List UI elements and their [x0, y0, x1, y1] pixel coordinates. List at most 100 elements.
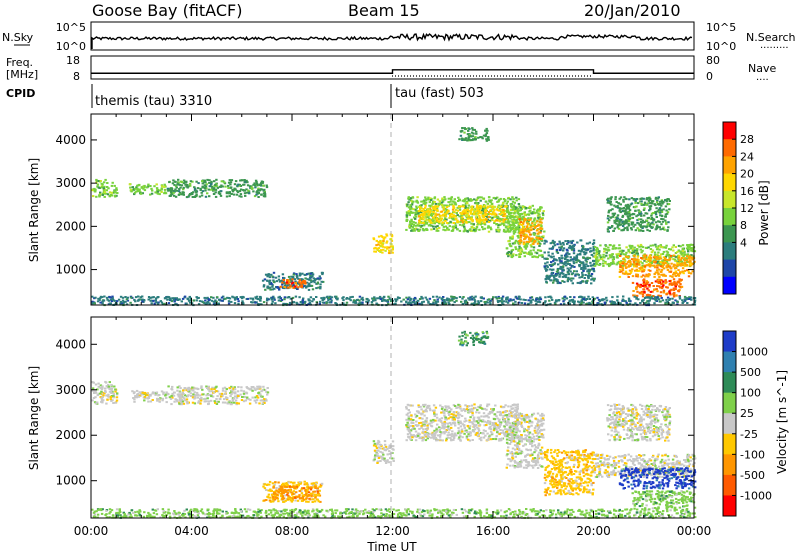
power-cell	[566, 280, 569, 283]
power-cell	[652, 223, 655, 226]
power-cell	[171, 193, 174, 196]
power-cell	[672, 265, 675, 268]
power-cell	[538, 228, 541, 231]
power-cell	[627, 212, 630, 215]
power-cell	[641, 249, 644, 252]
power-cell	[507, 197, 510, 200]
power-cell	[489, 212, 492, 215]
power-cell	[646, 293, 650, 296]
power-cell	[98, 194, 101, 197]
power-cell	[483, 218, 486, 221]
power-cell	[443, 301, 447, 304]
power-cell	[137, 190, 140, 193]
power-cell	[668, 299, 671, 301]
power-cell	[627, 207, 630, 209]
power-cell	[569, 270, 572, 273]
power-cell	[662, 267, 666, 270]
power-cell	[433, 201, 436, 203]
power-cell	[438, 296, 441, 299]
velocity-cell	[255, 399, 259, 402]
power-cell	[524, 237, 527, 240]
power-cell	[643, 297, 647, 299]
power-cell	[674, 284, 677, 287]
power-cell	[241, 295, 244, 298]
power-cell	[633, 294, 636, 297]
power-cell	[691, 262, 694, 265]
power-cell	[524, 219, 527, 222]
velocity-cell	[236, 390, 240, 393]
power-cell	[622, 225, 625, 227]
velocity-cell	[97, 382, 100, 385]
power-cell	[151, 296, 154, 299]
power-cell	[665, 293, 668, 296]
power-cell	[540, 254, 543, 257]
power-cell	[422, 300, 425, 303]
velocity-cell	[252, 386, 255, 388]
power-cell	[212, 300, 216, 303]
power-cell	[559, 265, 562, 268]
power-cell	[612, 301, 615, 303]
velocity-cell	[169, 397, 173, 400]
power-cell	[607, 211, 610, 214]
power-cell	[430, 212, 433, 215]
power-cell	[614, 205, 618, 208]
power-cell	[621, 266, 624, 269]
power-cell	[352, 301, 355, 304]
power-cell	[262, 184, 265, 187]
power-cell	[515, 199, 518, 202]
power-cell	[121, 299, 125, 302]
power-cell	[664, 302, 667, 305]
power-cell	[97, 180, 101, 182]
power-cell	[535, 229, 539, 232]
velocity-cell	[207, 393, 211, 396]
power-cell	[627, 256, 630, 259]
power-cell	[174, 298, 177, 301]
power-cell	[453, 198, 456, 201]
power-cell	[351, 295, 354, 298]
power-cell	[306, 285, 309, 288]
power-cell	[440, 201, 444, 204]
power-cell	[457, 196, 460, 199]
power-cell	[517, 248, 520, 251]
power-cell	[485, 200, 488, 203]
power-cell	[458, 138, 461, 141]
power-cell	[487, 211, 491, 214]
power-cell	[660, 268, 664, 271]
power-cell	[512, 204, 516, 207]
power-cell	[625, 266, 628, 269]
power-cell	[657, 251, 660, 254]
power-cell	[422, 214, 425, 217]
power-cell	[528, 219, 531, 221]
power-cell	[156, 190, 160, 193]
power-cell	[598, 254, 601, 257]
power-cell	[572, 252, 576, 255]
power-cell	[319, 287, 322, 290]
power-cell	[361, 301, 364, 304]
power-cell	[659, 253, 663, 256]
power-cell	[424, 206, 427, 209]
power-ytick-label: 1000	[55, 263, 86, 277]
power-cell	[676, 262, 679, 265]
power-cell	[315, 287, 318, 290]
power-cell	[599, 244, 602, 247]
power-cell	[141, 295, 144, 298]
power-cell	[461, 221, 465, 224]
power-cell	[621, 298, 625, 301]
power-cell	[195, 180, 198, 183]
power-cell	[188, 182, 192, 185]
power-cell	[632, 248, 635, 251]
power-cell	[407, 210, 410, 213]
power-cell	[466, 139, 469, 142]
power-cell	[612, 230, 615, 232]
power-cell	[624, 209, 627, 212]
power-cell	[678, 281, 681, 284]
power-cell	[612, 262, 616, 265]
power-cell	[580, 266, 583, 269]
power-cell	[492, 212, 495, 215]
power-cell	[257, 189, 260, 191]
power-cell	[492, 296, 495, 299]
power-cell	[476, 221, 479, 224]
power-cell	[508, 213, 511, 215]
power-cell	[638, 285, 642, 288]
power-cell	[196, 187, 200, 190]
